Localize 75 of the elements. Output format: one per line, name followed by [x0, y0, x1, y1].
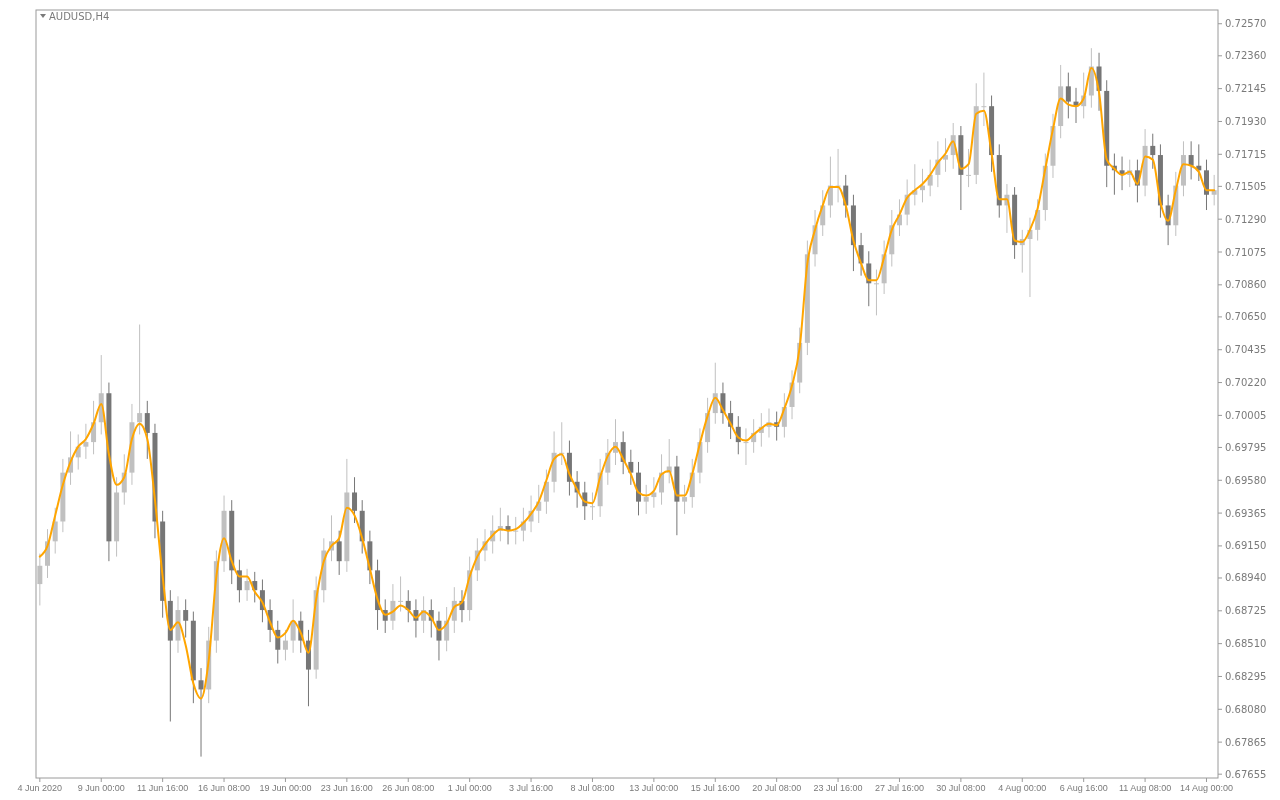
y-tick-label: 0.68940 [1225, 572, 1267, 584]
y-tick-label: 0.72570 [1225, 18, 1267, 30]
y-tick-label: 0.69150 [1225, 540, 1267, 552]
y-tick-label: 0.68080 [1225, 703, 1267, 715]
x-tick-label: 3 Jul 16:00 [509, 783, 554, 793]
candlestick [743, 427, 749, 466]
candlestick [981, 72, 987, 127]
candlestick [943, 137, 949, 173]
y-tick-label: 0.71290 [1225, 213, 1267, 225]
candlestick [83, 423, 89, 460]
candlestick [927, 159, 933, 197]
candlestick [336, 530, 342, 576]
line-series [38, 67, 1216, 700]
candlestick [643, 484, 649, 515]
x-tick-label: 23 Jul 16:00 [813, 783, 863, 793]
x-tick-label: 16 Jun 08:00 [198, 783, 251, 793]
candlestick [244, 568, 250, 602]
candlestick [589, 491, 595, 521]
candlestick [37, 553, 43, 606]
x-tick-label: 23 Jun 16:00 [320, 783, 373, 793]
candlestick [183, 598, 189, 639]
candlestick [873, 269, 879, 316]
candlestick [1188, 140, 1194, 180]
candlestick [198, 667, 204, 758]
candlestick [282, 629, 288, 661]
y-tick-label: 0.68295 [1225, 670, 1267, 682]
y-tick-label: 0.68725 [1225, 605, 1267, 617]
chart-title: AUDUSD,H4 [49, 11, 110, 22]
candlestick [290, 598, 296, 654]
candlestick [137, 324, 143, 435]
x-tick-label: 27 Jul 16:00 [874, 783, 924, 793]
y-tick-label: 0.71075 [1225, 246, 1267, 258]
y-tick-label: 0.67655 [1225, 768, 1267, 780]
y-tick-label: 0.71930 [1225, 115, 1267, 127]
candlestick [52, 507, 58, 555]
x-tick-label: 9 Jun 00:00 [77, 783, 125, 793]
candlestick [236, 559, 242, 603]
y-tick-label: 0.70650 [1225, 311, 1267, 323]
x-tick-label: 26 Jun 08:00 [382, 783, 435, 793]
x-tick-label: 15 Jul 16:00 [690, 783, 740, 793]
y-tick-label: 0.70860 [1225, 279, 1267, 291]
y-tick-label: 0.70435 [1225, 344, 1267, 356]
x-tick-label: 13 Jul 00:00 [629, 783, 679, 793]
y-tick-label: 0.70005 [1225, 409, 1267, 421]
candlestick [1150, 133, 1156, 170]
y-tick-label: 0.68510 [1225, 638, 1267, 650]
y-tick-label: 0.71505 [1225, 180, 1267, 192]
candlestick [682, 484, 688, 515]
y-tick-label: 0.67865 [1225, 736, 1267, 748]
x-tick-label: 20 Jul 08:00 [752, 783, 802, 793]
candlestick [543, 469, 549, 515]
y-tick-label: 0.72360 [1225, 50, 1267, 62]
candlestick [1065, 72, 1071, 119]
candlestick [513, 516, 519, 545]
x-tick-label: 11 Jun 16:00 [136, 783, 189, 793]
y-tick-label: 0.69365 [1225, 507, 1267, 519]
x-tick-label: 1 Jul 00:00 [447, 783, 492, 793]
y-tick-label: 0.71715 [1225, 148, 1267, 160]
x-tick-label: 4 Jun 2020 [17, 783, 63, 793]
y-tick-label: 0.69795 [1225, 441, 1267, 453]
candlestick [352, 476, 358, 524]
y-tick-label: 0.70220 [1225, 377, 1267, 389]
candlestick [144, 400, 150, 460]
candlestick [390, 583, 396, 631]
y-tick-label: 0.69580 [1225, 474, 1267, 486]
y-tick-label: 0.72145 [1225, 83, 1267, 95]
x-tick-label: 8 Jul 08:00 [570, 783, 615, 793]
candlestick [398, 575, 404, 613]
x-tick-label: 30 Jul 08:00 [936, 783, 986, 793]
x-tick-label: 6 Aug 16:00 [1059, 783, 1108, 793]
x-tick-label: 19 Jun 00:00 [259, 783, 312, 793]
candlestick [966, 148, 972, 188]
x-tick-label: 4 Aug 00:00 [998, 783, 1047, 793]
x-tick-label: 11 Aug 08:00 [1118, 783, 1172, 793]
x-tick-label: 14 Aug 00:00 [1179, 783, 1234, 793]
